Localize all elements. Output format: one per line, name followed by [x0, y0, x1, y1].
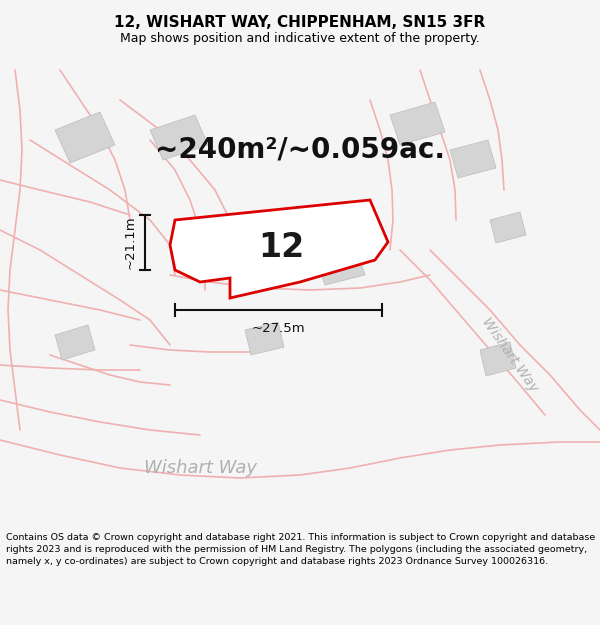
Polygon shape — [55, 325, 95, 360]
Polygon shape — [170, 200, 388, 298]
Polygon shape — [390, 102, 445, 145]
Text: Contains OS data © Crown copyright and database right 2021. This information is : Contains OS data © Crown copyright and d… — [6, 533, 595, 566]
Text: 12, WISHART WAY, CHIPPENHAM, SN15 3FR: 12, WISHART WAY, CHIPPENHAM, SN15 3FR — [115, 15, 485, 30]
Polygon shape — [245, 322, 284, 355]
Polygon shape — [55, 112, 115, 163]
Polygon shape — [480, 342, 516, 376]
Text: ~240m²/~0.059ac.: ~240m²/~0.059ac. — [155, 136, 445, 164]
Polygon shape — [490, 212, 526, 243]
Text: Wishart Way: Wishart Way — [479, 315, 541, 395]
Text: ~27.5m: ~27.5m — [251, 322, 305, 335]
Text: Map shows position and indicative extent of the property.: Map shows position and indicative extent… — [120, 32, 480, 45]
Polygon shape — [315, 245, 365, 285]
Polygon shape — [150, 115, 208, 160]
Text: 12: 12 — [258, 231, 304, 264]
Text: ~21.1m: ~21.1m — [124, 216, 137, 269]
Polygon shape — [450, 140, 496, 178]
Text: Wishart Way: Wishart Way — [143, 459, 257, 477]
